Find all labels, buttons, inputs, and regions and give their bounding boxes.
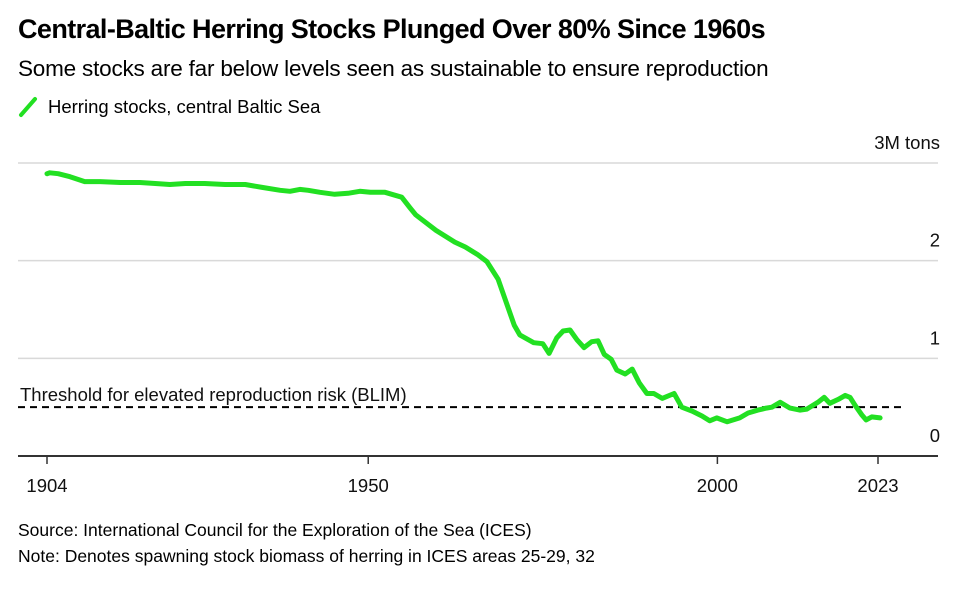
y-tick-label: 2 xyxy=(930,230,940,251)
y-tick-label: 3M tons xyxy=(874,132,940,153)
y-axis-labels: 0 1 2 3M tons xyxy=(874,132,940,446)
x-axis: 1904 1950 2000 2023 xyxy=(18,455,938,496)
x-tick-label: 1904 xyxy=(26,475,67,496)
chart-title: Central-Baltic Herring Stocks Plunged Ov… xyxy=(18,14,766,44)
x-tick-label: 1950 xyxy=(348,475,389,496)
y-tick-label: 1 xyxy=(930,327,940,348)
legend-label: Herring stocks, central Baltic Sea xyxy=(48,96,321,117)
legend: Herring stocks, central Baltic Sea xyxy=(18,96,320,118)
x-tick-label: 2023 xyxy=(857,475,898,496)
legend-line-icon xyxy=(19,97,37,117)
source-note: Source: International Council for the Ex… xyxy=(18,520,532,540)
footnote: Note: Denotes spawning stock biomass of … xyxy=(18,546,595,566)
gridlines xyxy=(18,162,938,360)
chart-subtitle: Some stocks are far below levels seen as… xyxy=(18,56,769,81)
threshold-annotation: Threshold for elevated reproduction risk… xyxy=(18,384,906,409)
x-tick-label: 2000 xyxy=(697,475,738,496)
series-line-herring-stocks xyxy=(44,170,883,425)
y-tick-label: 0 xyxy=(930,425,940,446)
threshold-label: Threshold for elevated reproduction risk… xyxy=(20,384,407,405)
